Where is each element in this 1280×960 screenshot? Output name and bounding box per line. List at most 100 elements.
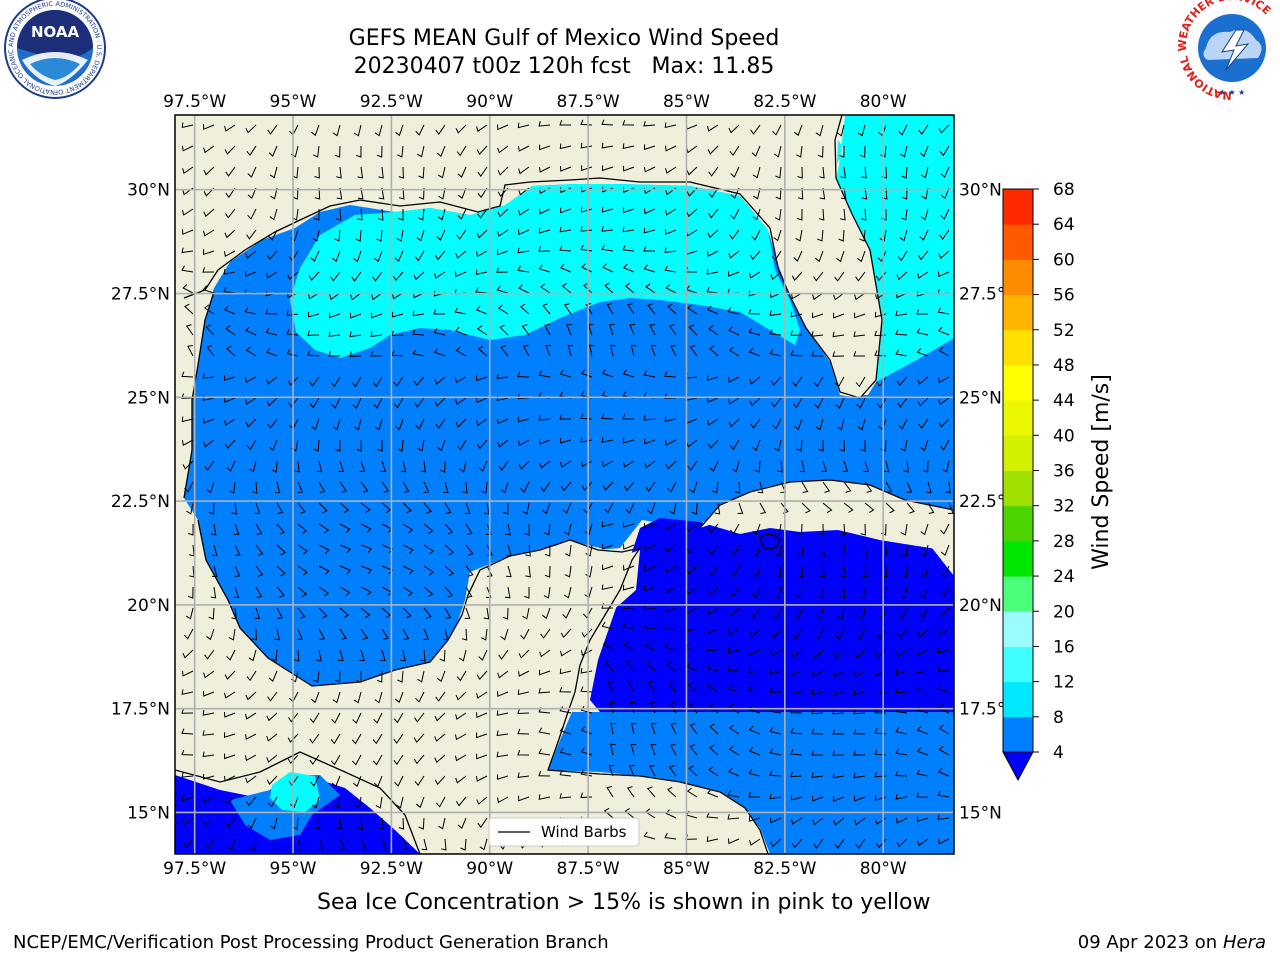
wind-barb <box>919 145 929 158</box>
wind-barb <box>840 208 846 221</box>
wind-barb <box>457 208 467 220</box>
wind-barb <box>292 187 299 200</box>
wind-barb <box>790 749 803 756</box>
wind-barb <box>374 124 383 137</box>
map-title-line1: GEFS MEAN Gulf of Mexico Wind Speed <box>348 26 780 51</box>
wind-barb <box>186 502 194 515</box>
wind-barb <box>328 331 341 337</box>
wind-barb <box>202 249 215 255</box>
wind-barb <box>775 187 782 200</box>
wind-barb <box>895 669 908 676</box>
wind-barb <box>247 208 257 220</box>
wind-barb <box>497 418 509 425</box>
wind-barb <box>644 523 656 529</box>
wind-barb <box>815 124 824 137</box>
wind-barb <box>938 724 950 735</box>
wind-barb <box>208 607 215 620</box>
wind-barb <box>564 523 572 536</box>
wind-barb <box>727 790 740 798</box>
wind-barb <box>856 628 866 640</box>
wind-barb <box>560 649 572 657</box>
wind-barb <box>811 351 824 357</box>
wind-barb <box>496 373 509 380</box>
wind-barb <box>182 649 194 659</box>
wind-barb <box>245 250 257 259</box>
wind-barb <box>187 345 194 357</box>
wind-barb <box>771 250 782 262</box>
wind-barb <box>938 838 950 845</box>
wind-barb <box>393 397 404 409</box>
wind-barb <box>921 565 929 578</box>
wind-barb <box>750 607 761 619</box>
colorbar-segment <box>1003 576 1033 612</box>
wind-barb <box>188 524 194 536</box>
wind-barb <box>520 481 530 493</box>
wind-barb <box>381 544 394 554</box>
wind-barb <box>496 285 509 294</box>
wind-barb <box>434 775 446 786</box>
wind-barb <box>880 439 887 452</box>
wind-barb <box>376 670 383 683</box>
wind-barb <box>504 586 511 599</box>
wind-barb <box>644 166 656 173</box>
footer-credit: NCEP/EMC/Verification Post Processing Pr… <box>13 932 609 953</box>
wind-barb <box>500 481 509 494</box>
lat-tick-left: 20°N <box>127 596 170 616</box>
wind-barb <box>686 523 698 532</box>
wind-barb <box>502 607 509 620</box>
wind-barb <box>538 727 551 735</box>
wind-barb <box>799 460 806 473</box>
wind-barb <box>287 271 299 281</box>
wind-barb <box>686 187 698 197</box>
wind-barb <box>234 544 241 556</box>
wind-barb <box>476 250 488 258</box>
svg-text:★ ★ ★: ★ ★ ★ <box>1219 88 1246 97</box>
wind-barb <box>566 324 572 336</box>
wind-barb <box>938 745 950 756</box>
wind-barb <box>708 208 719 219</box>
wind-barb <box>759 502 767 514</box>
wind-barb <box>374 418 383 431</box>
wind-barb <box>644 438 656 445</box>
wind-barb <box>942 460 950 473</box>
wind-barb <box>454 307 467 315</box>
wind-barb <box>203 690 215 697</box>
wind-barb <box>940 544 950 557</box>
wind-barb <box>938 607 950 618</box>
wind-barb <box>939 145 950 157</box>
wind-barb <box>182 284 194 294</box>
wind-barb <box>906 481 913 493</box>
wind-barb <box>539 438 551 445</box>
wind-barb <box>413 376 425 387</box>
wind-barb <box>567 344 574 357</box>
wind-barb <box>224 711 236 718</box>
wind-barb <box>920 523 929 536</box>
wind-barb <box>543 523 551 536</box>
wind-barb <box>538 415 551 421</box>
wind-barb <box>608 765 615 777</box>
wind-barb <box>832 331 845 338</box>
wind-barb <box>476 229 488 239</box>
wind-barb <box>267 418 278 429</box>
wind-band-lt4-caribbean <box>590 518 954 712</box>
wind-barb <box>208 502 215 515</box>
colorbar-segment <box>1003 505 1033 542</box>
wind-barb <box>522 607 530 620</box>
wind-barb <box>525 544 531 557</box>
wind-barb <box>540 481 551 492</box>
wind-barb <box>435 418 446 429</box>
wind-barb <box>206 481 215 494</box>
wind-barb <box>563 303 572 315</box>
wind-barb <box>352 712 362 724</box>
colorbar-tick-label: 16 <box>1053 637 1075 657</box>
wind-barb <box>522 345 530 357</box>
wind-barb <box>937 684 950 693</box>
wind-barb <box>339 502 350 514</box>
wind-barb <box>667 481 677 493</box>
wind-barb <box>874 330 887 337</box>
wind-barb <box>644 544 656 551</box>
wind-barb <box>444 544 455 556</box>
wind-barb <box>940 523 950 535</box>
